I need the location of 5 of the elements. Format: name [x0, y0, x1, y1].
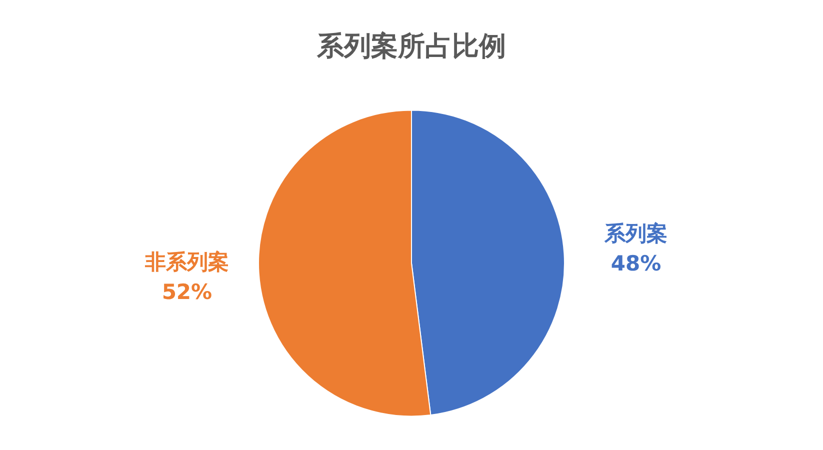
data-label: 48% [610, 252, 662, 276]
slice-label: 系列案 [604, 222, 668, 246]
data-label: 52% [162, 280, 212, 304]
slice-label: 非系列案 [144, 250, 229, 274]
chart-title: 系列案所占比例 [316, 31, 506, 62]
